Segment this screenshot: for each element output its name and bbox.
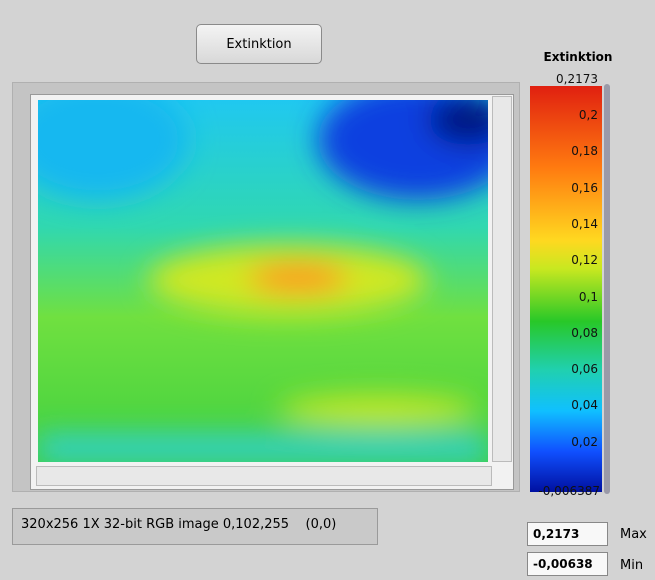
scale-tick-label: 0,16 — [508, 181, 598, 195]
scale-tick-label: 0,08 — [508, 326, 598, 340]
scale-tick-label: 0,1 — [508, 290, 598, 304]
min-value[interactable]: -0,00638 — [527, 552, 608, 576]
horizontal-scrollbar[interactable] — [36, 466, 492, 486]
max-label: Max — [620, 527, 647, 542]
scale-min-label: -0,006387 — [500, 484, 600, 498]
scale-tick-label: 0,2 — [508, 108, 598, 122]
scale-tick-label: 0,14 — [508, 217, 598, 231]
scale-tick-label: 0,02 — [508, 435, 598, 449]
max-value[interactable]: 0,2173 — [527, 522, 608, 546]
min-label: Min — [620, 558, 643, 573]
scale-tick-label: 0,12 — [508, 253, 598, 267]
scale-slider[interactable] — [604, 84, 610, 494]
window: Extinktion Extinktion 0,2173 -0,006387 3… — [0, 0, 655, 580]
extinktion-button[interactable]: Extinktion — [196, 24, 322, 64]
status-bar: 320x256 1X 32-bit RGB image 0,102,255 (0… — [12, 508, 378, 545]
scale-tick-label: 0,06 — [508, 362, 598, 376]
scale-tick-label: 0,18 — [508, 144, 598, 158]
image — [38, 100, 488, 462]
scale-title: Extinktion — [532, 50, 624, 64]
scale-tick-label: 0,04 — [508, 398, 598, 412]
scale-max-label: 0,2173 — [508, 72, 598, 86]
